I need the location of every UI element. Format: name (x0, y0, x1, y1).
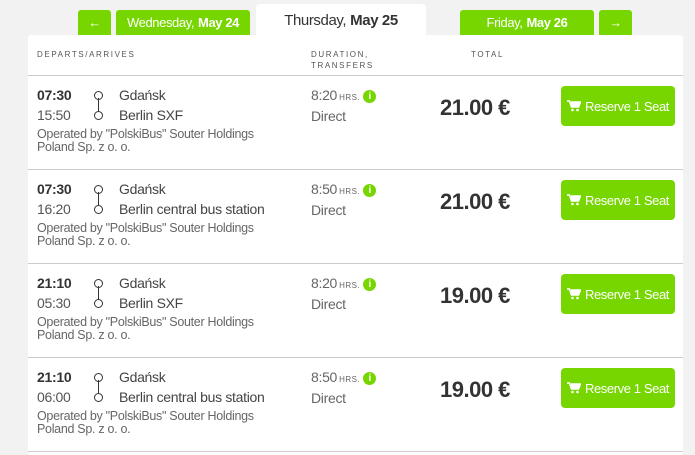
duration-unit: HRS. (339, 187, 361, 196)
duration: 8:20 HRS. i (311, 275, 377, 291)
destination-dot-icon (94, 393, 103, 402)
header-total: TOTAL (471, 50, 505, 59)
route-line (98, 192, 100, 206)
arrival-time: 16:20 (37, 201, 71, 217)
arrival-time: 06:00 (37, 389, 71, 405)
operator-line: Operated by "PolskiBus" Souter Holdings (37, 315, 254, 329)
operator-line: Poland Sp. z o. o. (37, 234, 131, 248)
origin-station: Gdańsk (119, 369, 166, 385)
cart-icon (566, 194, 581, 206)
destination-station: Berlin SXF (119, 107, 183, 123)
route-line (98, 286, 100, 300)
transfers: Direct (311, 296, 346, 312)
header-transfers: TRANSFERS (311, 61, 374, 70)
operator-line: Poland Sp. z o. o. (37, 328, 131, 342)
departure-time: 21:10 (37, 275, 72, 291)
destination-station: Berlin central bus station (119, 201, 265, 217)
tab-date: May 25 (350, 11, 398, 29)
reserve-seat-button[interactable]: Reserve 1 Seat (561, 180, 675, 220)
cart-icon (566, 288, 581, 300)
cart-icon (566, 382, 581, 394)
tab-date: May 24 (198, 15, 240, 30)
price: 19.00 € (440, 377, 510, 402)
operator-text: Operated by "PolskiBus" Souter Holdings P… (37, 316, 297, 342)
header-departs: DEPARTS/ARRIVES (37, 50, 136, 59)
info-icon[interactable]: i (363, 184, 377, 197)
origin-station: Gdańsk (119, 275, 166, 291)
divider (28, 75, 683, 76)
trip-row: 21:10 05:30 Gdańsk Berlin SXF Operated b… (28, 264, 683, 358)
next-arrow-button[interactable]: → (599, 10, 632, 35)
info-icon[interactable]: i (363, 90, 377, 103)
price: 21.00 € (440, 95, 510, 120)
destination-station: Berlin central bus station (119, 389, 265, 405)
arrival-time: 15:50 (37, 107, 71, 123)
reserve-seat-button[interactable]: Reserve 1 Seat (561, 274, 675, 314)
reserve-label: Reserve 1 Seat (584, 98, 669, 114)
departure-time: 07:30 (37, 87, 72, 103)
duration: 8:50 HRS. i (311, 369, 377, 385)
trip-row: 07:30 15:50 Gdańsk Berlin SXF Operated b… (28, 76, 683, 170)
duration-value: 8:50 (311, 369, 338, 385)
arrow-left-icon: ← (88, 15, 101, 30)
operator-line: Poland Sp. z o. o. (37, 422, 131, 436)
arrival-time: 05:30 (37, 295, 71, 311)
operator-text: Operated by "PolskiBus" Souter Holdings P… (37, 128, 297, 154)
tab-day: Thursday, (284, 11, 347, 29)
route-line (98, 98, 100, 112)
origin-station: Gdańsk (119, 181, 166, 197)
route-line (98, 380, 100, 394)
duration-unit: HRS. (339, 375, 361, 384)
operator-line: Operated by "PolskiBus" Souter Holdings (37, 409, 254, 423)
operator-line: Operated by "PolskiBus" Souter Holdings (37, 127, 254, 141)
destination-dot-icon (94, 299, 103, 308)
tab-day: Friday, (486, 15, 523, 30)
cart-icon (566, 100, 581, 112)
arrow-right-icon: → (609, 15, 622, 30)
reserve-label: Reserve 1 Seat (584, 192, 669, 208)
tab-current-day[interactable]: Thursday, May 25 (256, 4, 426, 36)
destination-dot-icon (94, 111, 103, 120)
transfers: Direct (311, 390, 346, 406)
trip-row: 21:10 06:00 Gdańsk Berlin central bus st… (28, 358, 683, 452)
departure-time: 21:10 (37, 369, 72, 385)
duration-unit: HRS. (339, 93, 361, 102)
tab-next-day[interactable]: Friday, May 26 (460, 10, 594, 35)
origin-station: Gdańsk (119, 87, 166, 103)
transfers: Direct (311, 108, 346, 124)
price: 19.00 € (440, 283, 510, 308)
operator-line: Poland Sp. z o. o. (37, 140, 131, 154)
prev-arrow-button[interactable]: ← (78, 10, 111, 35)
duration: 8:50 HRS. i (311, 181, 377, 197)
operator-line: Operated by "PolskiBus" Souter Holdings (37, 221, 254, 235)
trip-row: 07:30 16:20 Gdańsk Berlin central bus st… (28, 170, 683, 264)
transfers: Direct (311, 202, 346, 218)
departure-time: 07:30 (37, 181, 72, 197)
operator-text: Operated by "PolskiBus" Souter Holdings P… (37, 410, 297, 436)
duration-value: 8:20 (311, 275, 338, 291)
reserve-seat-button[interactable]: Reserve 1 Seat (561, 368, 675, 408)
duration-value: 8:50 (311, 181, 338, 197)
info-icon[interactable]: i (363, 278, 377, 291)
duration-value: 8:20 (311, 87, 338, 103)
duration: 8:20 HRS. i (311, 87, 377, 103)
price: 21.00 € (440, 189, 510, 214)
tab-day: Wednesday, (126, 15, 195, 30)
duration-unit: HRS. (339, 281, 361, 290)
destination-station: Berlin SXF (119, 295, 183, 311)
results-card: DEPARTS/ARRIVES DURATION, TRANSFERS TOTA… (28, 35, 683, 455)
tab-prev-day[interactable]: Wednesday, May 24 (116, 10, 250, 35)
header-duration: DURATION, (311, 50, 369, 59)
reserve-seat-button[interactable]: Reserve 1 Seat (561, 86, 675, 126)
reserve-label: Reserve 1 Seat (584, 380, 669, 396)
info-icon[interactable]: i (363, 372, 377, 385)
reserve-label: Reserve 1 Seat (584, 286, 669, 302)
tab-date: May 26 (526, 15, 568, 30)
destination-dot-icon (94, 205, 103, 214)
operator-text: Operated by "PolskiBus" Souter Holdings P… (37, 222, 297, 248)
